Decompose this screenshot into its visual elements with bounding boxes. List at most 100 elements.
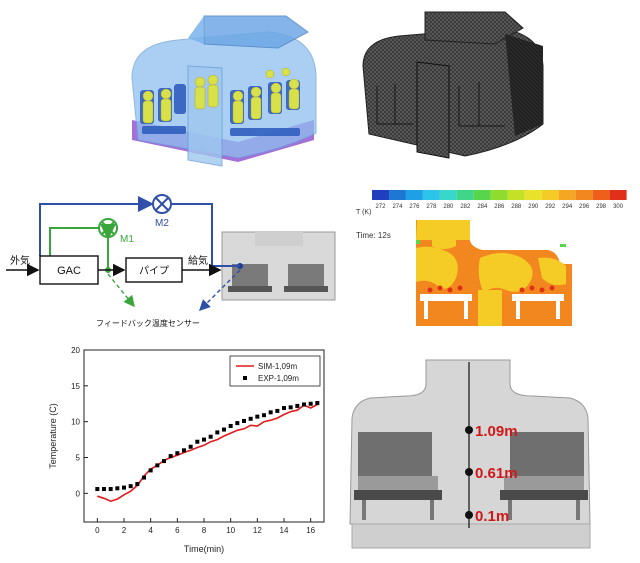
- cabin-mesh-model: [355, 6, 550, 166]
- exp-data-point: [128, 484, 133, 489]
- colorbar-tick-label: 300: [613, 204, 624, 210]
- colorbar-tick-label: 282: [460, 204, 471, 210]
- supply-air-label: 給気: [188, 254, 208, 267]
- colorbar-swatch: [388, 190, 406, 200]
- outside-air-label: 外気: [10, 254, 30, 267]
- colorbar-tick-label: 280: [443, 204, 454, 210]
- exp-data-point: [222, 427, 226, 432]
- control-schematic: 外気 GAC パイプ 給気 M1 M2 フィードバック温度センサー: [0, 182, 340, 332]
- cabin-probe-section: 1.09m 0.61m 0.1m: [342, 352, 640, 558]
- x-tick-label: 4: [148, 526, 153, 535]
- exp-data-point: [228, 423, 233, 428]
- x-tick-label: 2: [122, 526, 127, 535]
- legend-label: SIM-1,09m: [258, 362, 297, 371]
- colorbar-swatch: [541, 190, 559, 200]
- cabin-mesh-drawing: [362, 11, 544, 159]
- gac-label: GAC: [57, 265, 81, 277]
- y-tick-label: 5: [76, 454, 81, 463]
- probe-height-label: 0.61m: [475, 465, 518, 482]
- exp-data-point: [102, 487, 106, 492]
- colorbar-tick-label: 278: [426, 204, 437, 210]
- cabin-3d-model-drawing: [131, 15, 317, 167]
- exp-data-point: [315, 401, 320, 406]
- probe-point: [465, 511, 473, 519]
- temperature-chart: 0 2 4 6 8 10 12 14 16 0 5 10 15 20 Time(min) Temperat…: [44, 342, 340, 556]
- colorbar-tick-label: 276: [409, 204, 420, 210]
- colorbar-tick-label: 294: [562, 204, 573, 210]
- right-seat-row: [500, 432, 588, 520]
- colorbar-swatch: [490, 190, 508, 200]
- exp-data-point: [148, 468, 153, 473]
- colorbar-tick-label: 272: [375, 204, 386, 210]
- probe-height-label: 1.09m: [475, 423, 518, 440]
- colorbar-swatch: [558, 190, 576, 200]
- exp-data-point: [295, 403, 300, 408]
- time-label: Time: 12s: [356, 231, 391, 240]
- legend-label: EXP-1,09m: [258, 374, 299, 383]
- colorbar-tick-label: 298: [596, 204, 607, 210]
- colorbar-swatch: [507, 190, 525, 200]
- exp-data-point: [268, 410, 273, 415]
- colorbar-tick-label: 286: [494, 204, 505, 210]
- colorbar-swatch: [372, 190, 389, 200]
- chart-svg: 0 2 4 6 8 10 12 14 16 0 5 10 15 20 Time(min) Temperat…: [48, 346, 325, 554]
- exp-data-point: [242, 418, 246, 423]
- exp-data-point: [162, 459, 166, 464]
- schematic-cabin-section: [221, 231, 336, 301]
- cabin-3d-model: [118, 8, 328, 178]
- exp-data-point: [215, 430, 220, 435]
- exp-data-point: [95, 487, 100, 492]
- sim-series-line: [97, 403, 318, 503]
- legend-box: [229, 355, 321, 387]
- exp-data-point: [255, 414, 260, 419]
- colorbar-tick-label: 292: [545, 204, 556, 210]
- colorbar-swatch: [524, 190, 542, 200]
- x-axis-label: Time(min): [184, 544, 224, 554]
- exp-data-point: [108, 487, 113, 492]
- chart-legend: SIM-1,09m EXP-1,09m: [229, 355, 321, 387]
- y-axis-label: Temperature (C): [48, 403, 58, 469]
- exp-data-point: [115, 486, 120, 491]
- gac-box: [39, 255, 99, 285]
- y-tick-label: 20: [71, 346, 80, 355]
- colorbar-tick-label: 274: [392, 204, 403, 210]
- sensor-label: フィードバック温度センサー: [96, 318, 200, 328]
- exp-data-point: [155, 463, 160, 468]
- exp-data-point: [122, 485, 126, 490]
- colorbar-tick-label: 284: [477, 204, 488, 210]
- x-tick-label: 10: [226, 526, 235, 535]
- x-tick-label: 12: [253, 526, 262, 535]
- colorbar-tick-label: 296: [579, 204, 590, 210]
- legend-marker-swatch: [243, 376, 247, 380]
- exp-data-point: [208, 434, 213, 439]
- probe-height-label: 0.1m: [475, 508, 509, 525]
- x-tick-label: 16: [306, 526, 315, 535]
- left-seat-row: [354, 432, 442, 520]
- control-schematic-drawing: 外気 GAC パイプ 給気 M1 M2 フィードバック温度センサー: [6, 194, 336, 328]
- exp-data-point: [308, 401, 313, 406]
- colorbar-swatch: [609, 190, 627, 200]
- temperature-colorbar: 272 274 276 278 280 282 284 286 288 290 292 294 296 2…: [372, 190, 627, 210]
- exp-data-point: [168, 454, 173, 459]
- probe-point: [465, 426, 473, 434]
- temperature-contour: 272 274 276 278 280 282 284 286 288 290 292 294 296 2…: [352, 186, 640, 336]
- y-tick-label: 15: [71, 382, 80, 391]
- exp-data-point: [175, 451, 180, 456]
- colorbar-tick-label: 288: [511, 204, 522, 210]
- x-tick-label: 6: [175, 526, 180, 535]
- y-tick-label: 10: [71, 418, 80, 427]
- y-tick-label: 0: [76, 489, 81, 498]
- m2-label: M2: [155, 218, 169, 229]
- probe-drawing: 1.09m 0.61m 0.1m: [349, 359, 591, 549]
- exp-data-point: [282, 406, 286, 411]
- colorbar-unit-label: T (K): [356, 209, 371, 216]
- exp-data-point: [262, 413, 266, 418]
- colorbar-swatch: [456, 190, 474, 200]
- exp-data-point: [202, 437, 206, 442]
- contour-drawing: 272 274 276 278 280 282 284 286 288 290 292 294 296 2…: [356, 190, 627, 326]
- exp-data-point: [182, 448, 186, 453]
- exp-data-point: [142, 475, 146, 480]
- pipe-label: パイプ: [139, 265, 169, 277]
- exp-data-point: [248, 416, 253, 421]
- colorbar-swatch: [575, 190, 593, 200]
